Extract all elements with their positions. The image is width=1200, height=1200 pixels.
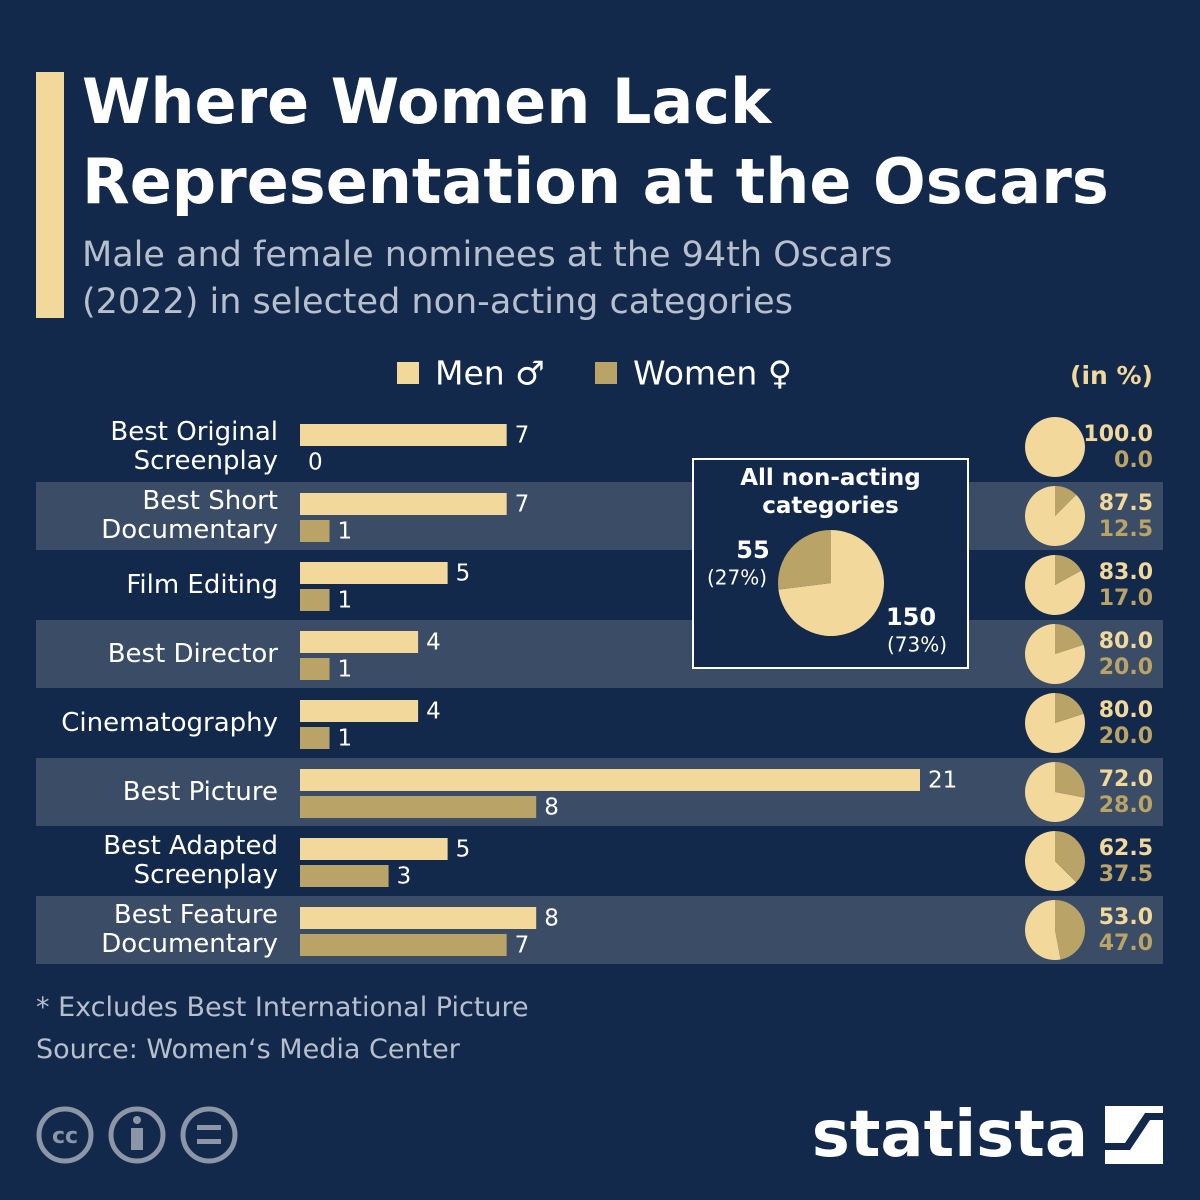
category-label: Cinematography <box>61 707 278 738</box>
share-label: 62.5 <box>1099 836 1153 861</box>
value-label: 4 <box>426 630 441 656</box>
pie-slice <box>1055 762 1085 798</box>
pie-slice <box>1024 417 1085 478</box>
chart-subtitle: Male and female nominees at the 94th Osc… <box>82 235 893 322</box>
value-label: 1 <box>338 519 353 545</box>
pie-slice <box>1025 900 1061 960</box>
value-label: 7 <box>515 933 530 959</box>
share-label: 80.0 <box>1099 698 1153 723</box>
bar <box>300 493 507 515</box>
legend-label: Women ♀ <box>633 354 792 393</box>
share-label: 12.5 <box>1099 517 1153 542</box>
bar <box>300 700 419 722</box>
bar <box>300 589 330 611</box>
source: Source: Women‘s Media Center <box>36 1034 460 1065</box>
footnote: * Excludes Best International Picture <box>36 992 529 1023</box>
cc-icons: cc <box>36 1106 238 1164</box>
bar <box>300 562 448 584</box>
pie-slice <box>1055 693 1084 723</box>
share-unit: (in %) <box>1070 361 1153 390</box>
chart-title: Where Women Lack Representation at the O… <box>82 65 1109 218</box>
inset-percent: (27%) <box>707 566 767 590</box>
share-label: 83.0 <box>1099 560 1153 585</box>
legend-swatch <box>397 362 419 384</box>
share-label: 72.0 <box>1099 767 1153 792</box>
legend-label: Men ♂ <box>435 354 545 393</box>
inset-value: 55 <box>736 536 769 564</box>
legend-swatch <box>595 362 617 384</box>
value-label: 21 <box>928 768 957 794</box>
pie-slice <box>1055 831 1085 883</box>
value-label: 3 <box>397 864 412 890</box>
bar <box>300 658 330 680</box>
bar <box>300 796 537 818</box>
share-label: 28.0 <box>1099 793 1153 818</box>
bar <box>300 769 920 791</box>
value-label: 5 <box>456 561 471 587</box>
pie-slice <box>1055 486 1077 516</box>
inset-title: All non-acting categories <box>740 465 921 519</box>
category-label: Best Adapted Screenplay <box>103 831 278 890</box>
value-label: 8 <box>544 906 559 932</box>
value-label: 7 <box>515 423 530 449</box>
accent-bar <box>36 72 64 318</box>
value-label: 1 <box>338 588 353 614</box>
share-label: 17.0 <box>1099 586 1153 611</box>
inset-slice <box>778 530 885 636</box>
bar <box>300 631 419 653</box>
inset-value: 150 <box>886 603 936 631</box>
share-label: 37.5 <box>1099 862 1153 887</box>
value-label: 1 <box>338 726 353 752</box>
value-label: 4 <box>426 699 441 725</box>
pie-slice <box>1055 900 1086 960</box>
bar <box>300 838 448 860</box>
share-label: 100.0 <box>1083 422 1153 447</box>
share-label: 87.5 <box>1099 491 1153 516</box>
share-label: 20.0 <box>1099 724 1153 749</box>
category-label: Film Editing <box>126 569 278 600</box>
bar <box>300 907 537 929</box>
bar <box>300 727 330 749</box>
value-label: 1 <box>338 657 353 683</box>
row-band <box>36 482 1163 550</box>
bar <box>300 865 389 887</box>
bar <box>300 520 330 542</box>
category-label: Best Picture <box>122 776 278 807</box>
pie-slice <box>1025 762 1085 823</box>
pie-slice <box>1055 555 1082 585</box>
pie-slice <box>1025 831 1077 891</box>
inset-slice <box>777 530 831 590</box>
row-band <box>36 620 1163 688</box>
share-label: 47.0 <box>1099 931 1153 956</box>
inset-percent: (73%) <box>887 633 947 657</box>
share-label: 53.0 <box>1099 905 1153 930</box>
category-label: Best Feature Documentary <box>101 900 278 959</box>
brand: statista <box>811 1098 1088 1172</box>
category-label: Best Director <box>107 638 278 669</box>
category-label: Best Original Screenplay <box>110 417 278 476</box>
pie-slice <box>1055 624 1084 654</box>
value-label: 0 <box>308 450 323 476</box>
value-label: 8 <box>544 795 559 821</box>
share-label: 0.0 <box>1114 448 1153 473</box>
brand-logo <box>1105 1106 1163 1164</box>
bar <box>300 424 507 446</box>
share-label: 20.0 <box>1099 655 1153 680</box>
pie-slice <box>1025 555 1086 616</box>
category-label: Best Short Documentary <box>101 486 278 545</box>
share-label: 80.0 <box>1099 629 1153 654</box>
value-label: 5 <box>456 837 471 863</box>
svg-text:cc: cc <box>52 1124 78 1149</box>
bar <box>300 934 507 956</box>
row-band <box>36 896 1163 964</box>
value-label: 7 <box>515 492 530 518</box>
